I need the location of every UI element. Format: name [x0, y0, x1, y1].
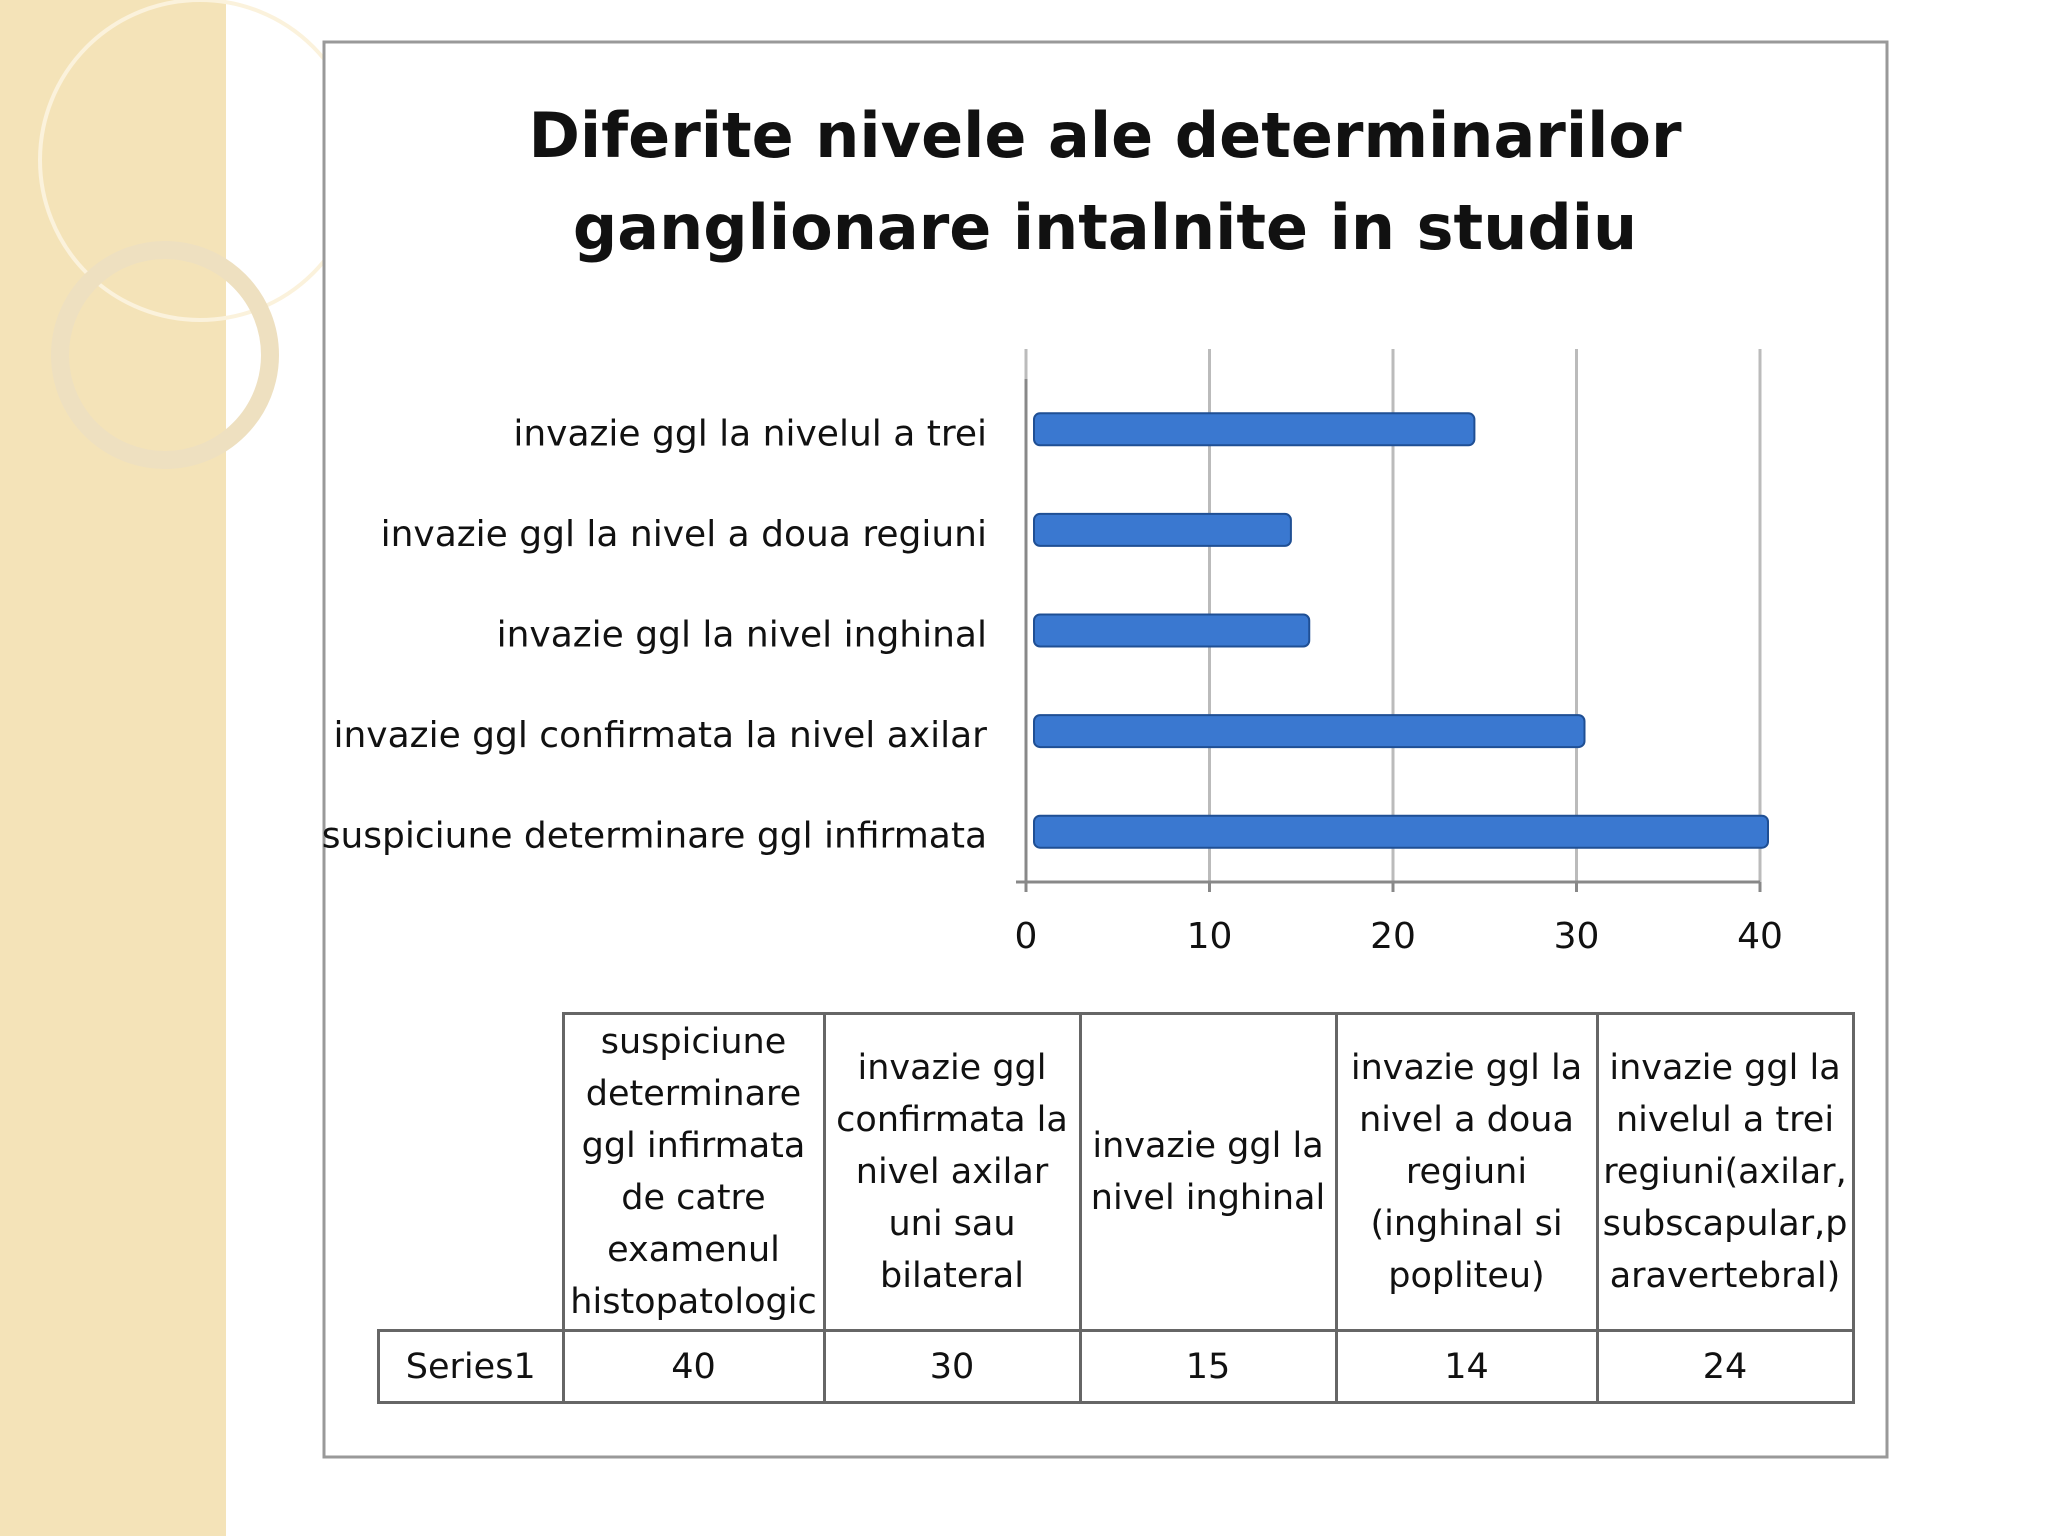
table-cell: 40	[561, 1329, 826, 1404]
y-tick-label: invazie ggl la nivel inghinal	[497, 615, 987, 656]
bar	[1033, 613, 1311, 648]
x-tick-label: 10	[1187, 916, 1233, 957]
table-cell: suspiciune determinare ggl infirmata de …	[561, 1012, 826, 1332]
data-table: suspiciune determinare ggl infirmata de …	[377, 1012, 1855, 1404]
table-cell: 30	[822, 1329, 1082, 1404]
bar	[1033, 814, 1769, 849]
table-cell: invazie ggl la nivelul a trei regiuni(ax…	[1595, 1012, 1855, 1332]
table-header-row: suspiciune determinare ggl infirmata de …	[379, 1012, 1855, 1332]
x-tick-label: 30	[1554, 916, 1600, 957]
y-tick-label: invazie ggl la nivel a doua regiuni	[381, 514, 987, 555]
table-cell: invazie ggl la nivel inghinal	[1078, 1012, 1338, 1332]
bar	[1033, 512, 1292, 547]
table-cell: 24	[1595, 1329, 1855, 1404]
table-cell: 14	[1334, 1329, 1599, 1404]
table-cell: 15	[1078, 1329, 1338, 1404]
title-box: Diferite nivele ale determinarilor gangl…	[528, 99, 1682, 264]
decor	[51, 241, 279, 469]
y-tick-label: invazie ggl confirmata la nivel axilar	[333, 715, 987, 756]
table-row: Series1 40 30 15 14 24	[377, 1329, 1855, 1404]
x-tick-label: 20	[1370, 916, 1416, 957]
table-cell: Series1	[377, 1329, 565, 1404]
x-tick-label: 0	[1015, 916, 1038, 957]
table-corner	[379, 1014, 564, 1331]
table-cell: invazie ggl la nivel a doua regiuni (ing…	[1334, 1012, 1599, 1332]
table-cell: invazie ggl confirmata la nivel axilar u…	[822, 1012, 1082, 1332]
y-tick-label: invazie ggl la nivelul a trei	[513, 413, 987, 454]
bar	[1033, 412, 1476, 447]
bar	[1033, 714, 1586, 749]
x-tick-label: 40	[1737, 916, 1783, 957]
side-strip	[0, 0, 226, 1536]
y-tick-label: suspiciune determinare ggl infirmata	[322, 816, 987, 857]
chart-title: Diferite nivele ale determinarilor gangl…	[528, 99, 1682, 264]
